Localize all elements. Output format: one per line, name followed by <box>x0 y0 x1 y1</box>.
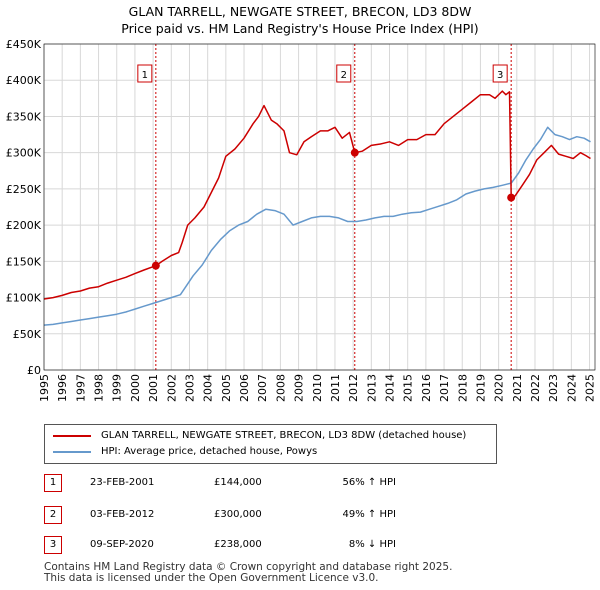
sale-point <box>350 148 359 157</box>
x-tick-label: 2004 <box>202 374 215 402</box>
price-chart: £0 £50K £100K £150K £200K £250K £300K £350K £400… <box>6 38 597 402</box>
transaction-price: £144,000 <box>214 477 262 488</box>
x-tick-label: 2021 <box>511 374 524 402</box>
transaction-number: 3 <box>44 536 62 554</box>
x-tick-label: 2009 <box>293 374 306 402</box>
x-tick-label: 2020 <box>493 374 506 402</box>
legend-label-property: GLAN TARRELL, NEWGATE STREET, BRECON, LD… <box>101 430 467 441</box>
x-tick-label: 2001 <box>147 374 160 402</box>
x-tick-label: 2014 <box>384 374 397 402</box>
chart-legend: GLAN TARRELL, NEWGATE STREET, BRECON, LD… <box>44 424 497 464</box>
chart-subtitle: Price paid vs. HM Land Registry's House … <box>121 21 479 36</box>
y-tick-label: £200K <box>6 219 42 232</box>
x-tick-label: 2011 <box>329 374 342 402</box>
y-tick-label: £350K <box>6 110 42 123</box>
x-tick-label: 2002 <box>165 374 178 402</box>
x-tick-label: 2024 <box>565 374 578 402</box>
transaction-number: 1 <box>44 474 62 492</box>
x-tick-label: 2008 <box>274 374 287 402</box>
plot-frame <box>43 43 596 371</box>
x-tick-label: 1999 <box>111 374 124 402</box>
legend-label-hpi: HPI: Average price, detached house, Powy… <box>101 446 318 457</box>
x-tick-label: 2018 <box>456 374 469 402</box>
chart-title: GLAN TARRELL, NEWGATE STREET, BRECON, LD… <box>128 4 472 19</box>
transaction-hpi-change: 49% ↑ HPI <box>342 509 396 520</box>
y-tick-label: £400K <box>6 74 42 87</box>
transaction-date: 03-FEB-2012 <box>90 509 155 520</box>
transaction-marker-label: 1 <box>142 70 148 81</box>
x-tick-label: 2010 <box>311 374 324 402</box>
sale-point <box>151 261 160 270</box>
x-tick-label: 1997 <box>74 374 87 402</box>
transaction-price: £300,000 <box>214 509 262 520</box>
transaction-marker-label: 3 <box>497 70 503 81</box>
transaction-marker-box <box>492 64 508 83</box>
transaction-marker-label: 2 <box>341 70 347 81</box>
footer-copyright: Contains HM Land Registry data © Crown c… <box>44 561 453 573</box>
y-tick-label: £250K <box>6 183 42 196</box>
x-tick-label: 2007 <box>256 374 269 402</box>
plot-area <box>44 44 595 370</box>
x-tick-label: 1996 <box>56 374 69 402</box>
x-tick-label: 2003 <box>183 374 196 402</box>
x-tick-label: 2023 <box>547 374 560 402</box>
x-tick-label: 2016 <box>420 374 433 402</box>
x-tick-label: 2000 <box>129 374 142 402</box>
x-tick-label: 2017 <box>438 374 451 402</box>
x-tick-label: 2015 <box>402 374 415 402</box>
y-tick-label: £450K <box>6 38 42 51</box>
transaction-marker-box <box>336 64 352 83</box>
transaction-hpi-change: 56% ↑ HPI <box>342 477 396 488</box>
transaction-marker-box <box>137 64 153 83</box>
y-tick-label: £150K <box>6 255 42 268</box>
transaction-price: £238,000 <box>214 539 262 550</box>
x-tick-label: 1998 <box>93 374 106 402</box>
x-tick-label: 2006 <box>238 374 251 402</box>
x-tick-label: 2019 <box>474 374 487 402</box>
hpi-series-line <box>43 126 591 326</box>
y-tick-label: £50K <box>13 328 42 341</box>
sale-point <box>507 193 516 202</box>
y-tick-label: £0 <box>27 364 41 377</box>
legend-swatch-hpi <box>53 451 91 453</box>
legend-swatch-property <box>53 435 91 437</box>
transaction-date: 23-FEB-2001 <box>90 477 155 488</box>
y-tick-label: £100K <box>6 292 42 305</box>
footer-licence: This data is licensed under the Open Gov… <box>44 572 379 584</box>
y-tick-label: £300K <box>6 147 42 160</box>
transaction-hpi-change: 8% ↓ HPI <box>348 539 396 550</box>
x-tick-label: 2022 <box>529 374 542 402</box>
x-tick-label: 2013 <box>365 374 378 402</box>
x-tick-label: 2025 <box>584 374 597 402</box>
x-tick-label: 2012 <box>347 374 360 402</box>
transaction-number: 2 <box>44 506 62 524</box>
x-tick-label: 1995 <box>38 374 51 402</box>
x-tick-label: 2005 <box>220 374 233 402</box>
transaction-date: 09-SEP-2020 <box>90 539 154 550</box>
